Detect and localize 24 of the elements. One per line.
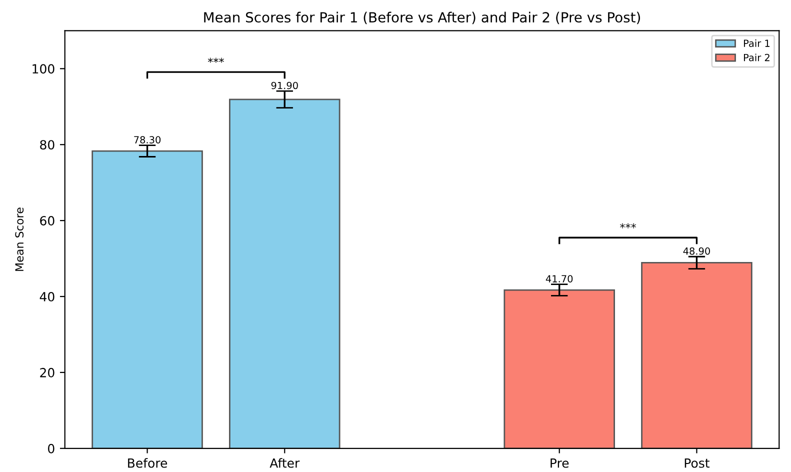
data-label: 41.70 <box>546 275 573 282</box>
y-axis-title: Mean Score <box>15 208 24 271</box>
y-tick-label: 40 <box>40 292 54 302</box>
x-tick-label: Before <box>128 458 168 468</box>
x-tick-label: Pre <box>550 458 569 468</box>
chart-title: Mean Scores for Pair 1 (Before vs After) and Pair 2 (Pre vs Post) <box>204 12 640 24</box>
legend-label: Pair 2 <box>744 54 770 62</box>
y-tick-label: 0 <box>48 444 54 454</box>
y-tick-label: 100 <box>32 64 54 74</box>
annotation: *** <box>208 58 224 63</box>
data-label: 48.90 <box>683 247 710 255</box>
y-tick-label: 80 <box>40 140 54 150</box>
bar <box>641 262 752 448</box>
bar <box>504 289 615 448</box>
x-tick-label: After <box>270 458 300 468</box>
data-label: 78.30 <box>134 136 161 144</box>
x-tick-label: Post <box>684 458 710 468</box>
annotation: *** <box>620 223 636 228</box>
y-tick-label: 20 <box>40 368 54 378</box>
data-label: 91.90 <box>271 82 298 90</box>
legend-label: Pair 1 <box>744 39 770 47</box>
bar <box>229 98 340 448</box>
bar <box>92 150 203 448</box>
y-tick-label: 60 <box>40 216 54 226</box>
